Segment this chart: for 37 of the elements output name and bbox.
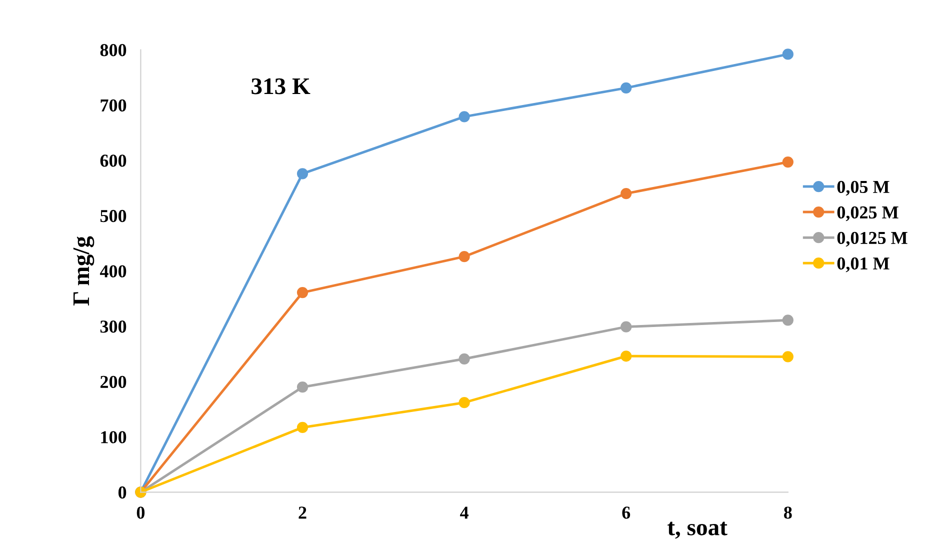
- y-tick-label: 800: [100, 44, 126, 56]
- x-tick-label: 6: [622, 506, 630, 519]
- point: [620, 321, 632, 332]
- y-tick-label: 700: [100, 99, 126, 112]
- point: [782, 48, 794, 60]
- x-tick-label: 2: [298, 506, 306, 519]
- legend-label: 0,01 M: [837, 257, 890, 272]
- y-tick-label: 200: [100, 376, 126, 388]
- annotation: 313 K: [252, 78, 310, 94]
- legend-label: 0,025 M: [837, 206, 898, 222]
- point: [458, 397, 470, 408]
- point: [782, 314, 794, 326]
- point: [782, 351, 794, 362]
- y-tick-label: 400: [100, 265, 126, 278]
- x-tick-label: 8: [784, 506, 792, 519]
- x-tick-label: 4: [460, 506, 468, 519]
- point: [782, 156, 794, 168]
- point: [458, 353, 470, 364]
- point: [296, 286, 308, 298]
- x-tick-label: 0: [136, 506, 145, 519]
- point: [458, 251, 470, 262]
- y-axis-title: Γ mg/g: [73, 236, 94, 306]
- y-tick-label: 600: [100, 154, 126, 167]
- point: [296, 422, 308, 434]
- legend-label: 0,05 M: [837, 180, 890, 196]
- legend-label: 0,0125 M: [837, 232, 908, 247]
- x-axis-title: t, soat: [668, 522, 728, 539]
- y-tick-label: 300: [100, 320, 126, 333]
- point: [620, 350, 632, 362]
- y-tick-label: 500: [100, 210, 126, 222]
- point: [296, 382, 308, 393]
- point: [296, 168, 308, 180]
- point: [620, 82, 632, 94]
- point: [620, 188, 632, 200]
- y-tick-label: 100: [101, 431, 126, 444]
- point: [458, 111, 470, 122]
- y-tick-label: 0: [118, 486, 126, 499]
